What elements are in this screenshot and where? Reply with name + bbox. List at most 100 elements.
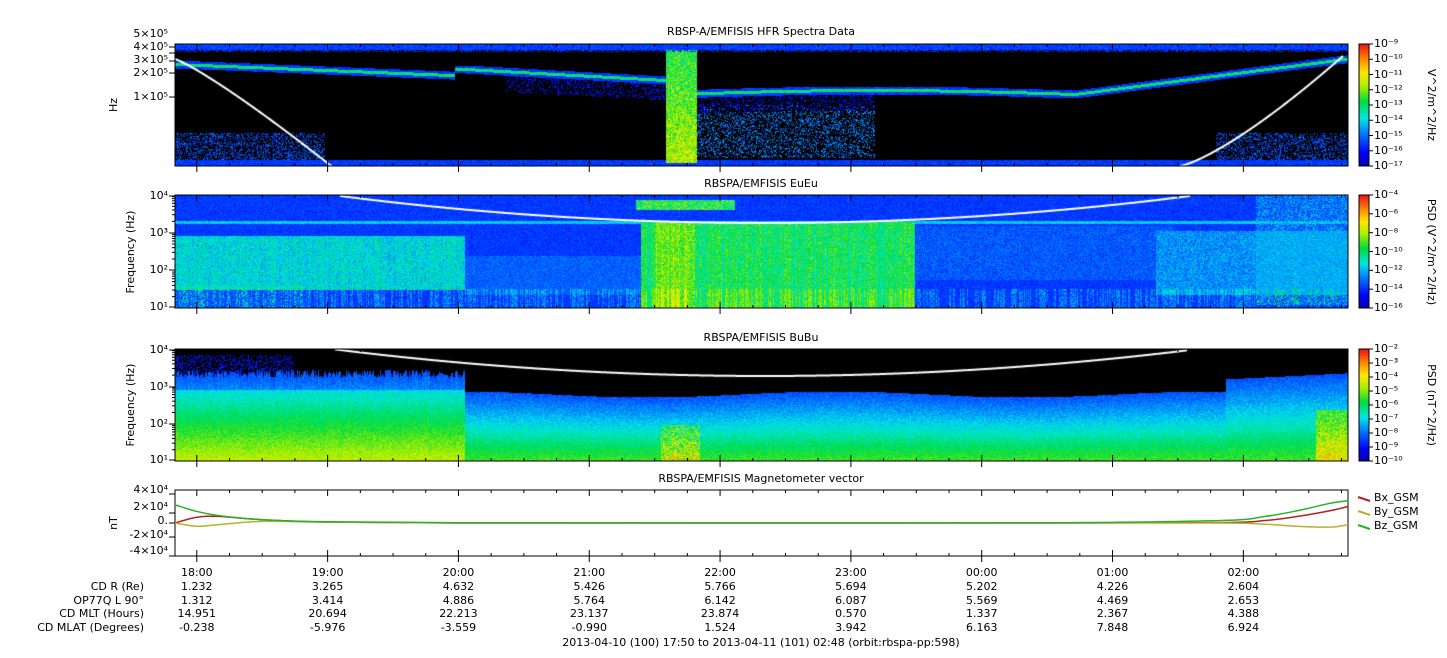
y-tick-label: 4×10⁵ xyxy=(133,40,168,53)
colorbar-tick-label: 10⁻¹⁴ xyxy=(1374,282,1403,296)
ephemeris-value: 5.569 xyxy=(965,593,998,607)
ephemeris-value: 4.886 xyxy=(442,593,475,607)
ephemeris-value: 20.694 xyxy=(308,607,347,620)
colorbar-frame xyxy=(1358,43,1370,167)
colorbar-tick-label: 10⁻⁹ xyxy=(1374,37,1399,50)
colorbar-tick-label: 10⁻¹⁷ xyxy=(1374,159,1403,172)
ephemeris-value: -0.990 xyxy=(571,620,607,634)
colorbar-tick-label: 10⁻⁸ xyxy=(1374,225,1399,239)
ephemeris-value: 23.874 xyxy=(700,607,740,620)
colorbar-tick-label: 10⁻¹⁰ xyxy=(1374,454,1403,467)
colorbar-label: PSD (nT^2/Hz) xyxy=(1425,364,1438,446)
ephemeris-value: 2.653 xyxy=(1227,593,1260,607)
ephemeris-value: 14.951 xyxy=(177,607,217,620)
ephemeris-value: 7.848 xyxy=(1096,620,1129,634)
ephemeris-value: 5.766 xyxy=(704,580,736,593)
ephemeris-value: 0.570 xyxy=(835,607,867,620)
y-tick-label: 10⁴ xyxy=(149,343,168,356)
y-tick-label: 2×10⁴ xyxy=(133,500,168,513)
ephemeris-value: 5.426 xyxy=(573,580,606,593)
ephemeris-value: 4.632 xyxy=(442,580,475,593)
y-tick-label: -2×10⁴ xyxy=(129,528,168,541)
ephemeris-value: 6.924 xyxy=(1227,620,1260,634)
y-tick-label: -4×10⁴ xyxy=(129,544,168,557)
ephemeris-value: 5.694 xyxy=(835,580,867,593)
y-tick-label: 0. xyxy=(157,514,169,527)
y-axis-label: Frequency (Hz) xyxy=(124,210,137,293)
y-tick-label: 10³ xyxy=(149,380,168,393)
legend-label: Bz_GSM xyxy=(1374,519,1418,532)
ephemeris-value: 2.367 xyxy=(1096,607,1129,620)
time-tick-label: 23:00 xyxy=(835,566,867,579)
ephemeris-value: 6.163 xyxy=(965,620,998,634)
ephemeris-value: 3.414 xyxy=(311,593,344,607)
eueu-spectrogram xyxy=(175,195,1348,308)
colorbar-tick-label: 10⁻⁴ xyxy=(1374,188,1399,201)
y-tick-label: 4×10⁴ xyxy=(133,483,168,496)
y-tick-label: 10⁴ xyxy=(149,189,168,202)
ephemeris-row-label: CD R (Re) xyxy=(90,580,144,593)
legend-swatch xyxy=(1357,496,1371,502)
ephemeris-value: 4.469 xyxy=(1096,593,1129,607)
bubu-title: RBSPA/EMFISIS BuBu xyxy=(703,331,819,344)
colorbar-tick-label: 10⁻⁴ xyxy=(1374,370,1399,383)
eueu-title: RBSPA/EMFISIS EuEu xyxy=(704,177,818,190)
colorbar-tick-label: 10⁻¹² xyxy=(1374,263,1403,277)
panel-frame xyxy=(174,194,1349,309)
hfr-colorbar xyxy=(1359,44,1369,166)
eueu-colorbar xyxy=(1359,195,1369,308)
ephemeris-value: 6.142 xyxy=(704,593,736,607)
time-tick-label: 02:00 xyxy=(1227,566,1260,579)
colorbar-tick-label: 10⁻⁹ xyxy=(1374,440,1399,453)
series-line-bz_gsm xyxy=(174,499,1349,524)
ephemeris-value: 1.524 xyxy=(704,620,736,634)
ephemeris-row-label: OP77Q L 90° xyxy=(73,593,144,607)
colorbar-tick-label: 10⁻⁶ xyxy=(1374,398,1399,411)
ephemeris-row-label: CD MLT (Hours) xyxy=(59,607,144,620)
colorbar-tick-label: 10⁻⁸ xyxy=(1374,426,1399,439)
ephemeris-value: 1.232 xyxy=(181,580,213,593)
y-tick-label: 2×10⁵ xyxy=(133,66,168,79)
bubu-spectrogram xyxy=(175,349,1348,461)
series-line-bx_gsm xyxy=(174,505,1349,524)
time-tick-label: 01:00 xyxy=(1096,566,1129,579)
colorbar-tick-label: 10⁻² xyxy=(1374,342,1399,355)
ephemeris-value: 23.137 xyxy=(570,607,609,620)
legend-label: Bx_GSM xyxy=(1374,491,1419,504)
y-tick-label: 10³ xyxy=(149,226,168,239)
ephemeris-value: -5.976 xyxy=(309,620,346,634)
ephemeris-value: 5.764 xyxy=(573,593,606,607)
legend-swatch xyxy=(1357,510,1371,516)
y-tick-label: 10¹ xyxy=(149,300,168,313)
colorbar-tick-label: 10⁻³ xyxy=(1374,356,1399,369)
legend-swatch xyxy=(1357,524,1371,530)
panel-frame xyxy=(174,43,1349,167)
time-tick-label: 19:00 xyxy=(311,566,344,579)
panel-frame xyxy=(174,348,1349,462)
y-axis-label: Hz xyxy=(107,97,120,113)
y-tick-label: 1×10⁵ xyxy=(133,90,168,103)
colorbar-tick-label: 10⁻¹⁵ xyxy=(1374,128,1403,142)
bubu-colorbar xyxy=(1359,349,1369,461)
colorbar-tick-label: 10⁻⁶ xyxy=(1374,206,1399,220)
legend-label: By_GSM xyxy=(1374,505,1419,518)
ephemeris-value: 3.942 xyxy=(835,620,867,634)
colorbar-tick-label: 10⁻¹⁰ xyxy=(1374,52,1403,66)
mag-title: RBSPA/EMFISIS Magnetometer vector xyxy=(658,472,864,485)
colorbar-tick-label: 10⁻¹⁶ xyxy=(1374,301,1403,314)
colorbar-tick-label: 10⁻¹³ xyxy=(1374,98,1403,111)
time-range-footer: 2013-04-10 (100) 17:50 to 2013-04-11 (10… xyxy=(562,636,960,649)
ephemeris-value: 4.388 xyxy=(1227,607,1260,620)
colorbar-tick-label: 10⁻¹² xyxy=(1374,82,1403,96)
ephemeris-value: 3.265 xyxy=(311,580,344,593)
ephemeris-value: -3.559 xyxy=(440,620,477,634)
time-tick-label: 00:00 xyxy=(965,566,998,579)
ephemeris-value: 4.226 xyxy=(1096,580,1129,593)
y-tick-label: 3×10⁵ xyxy=(133,53,168,66)
colorbar-tick-label: 10⁻¹⁰ xyxy=(1374,244,1403,258)
time-tick-label: 22:00 xyxy=(704,566,736,579)
ephemeris-row-label: CD MLAT (Degrees) xyxy=(37,620,144,634)
y-axis-label: nT xyxy=(107,516,120,530)
colorbar-tick-label: 10⁻⁵ xyxy=(1374,384,1399,397)
